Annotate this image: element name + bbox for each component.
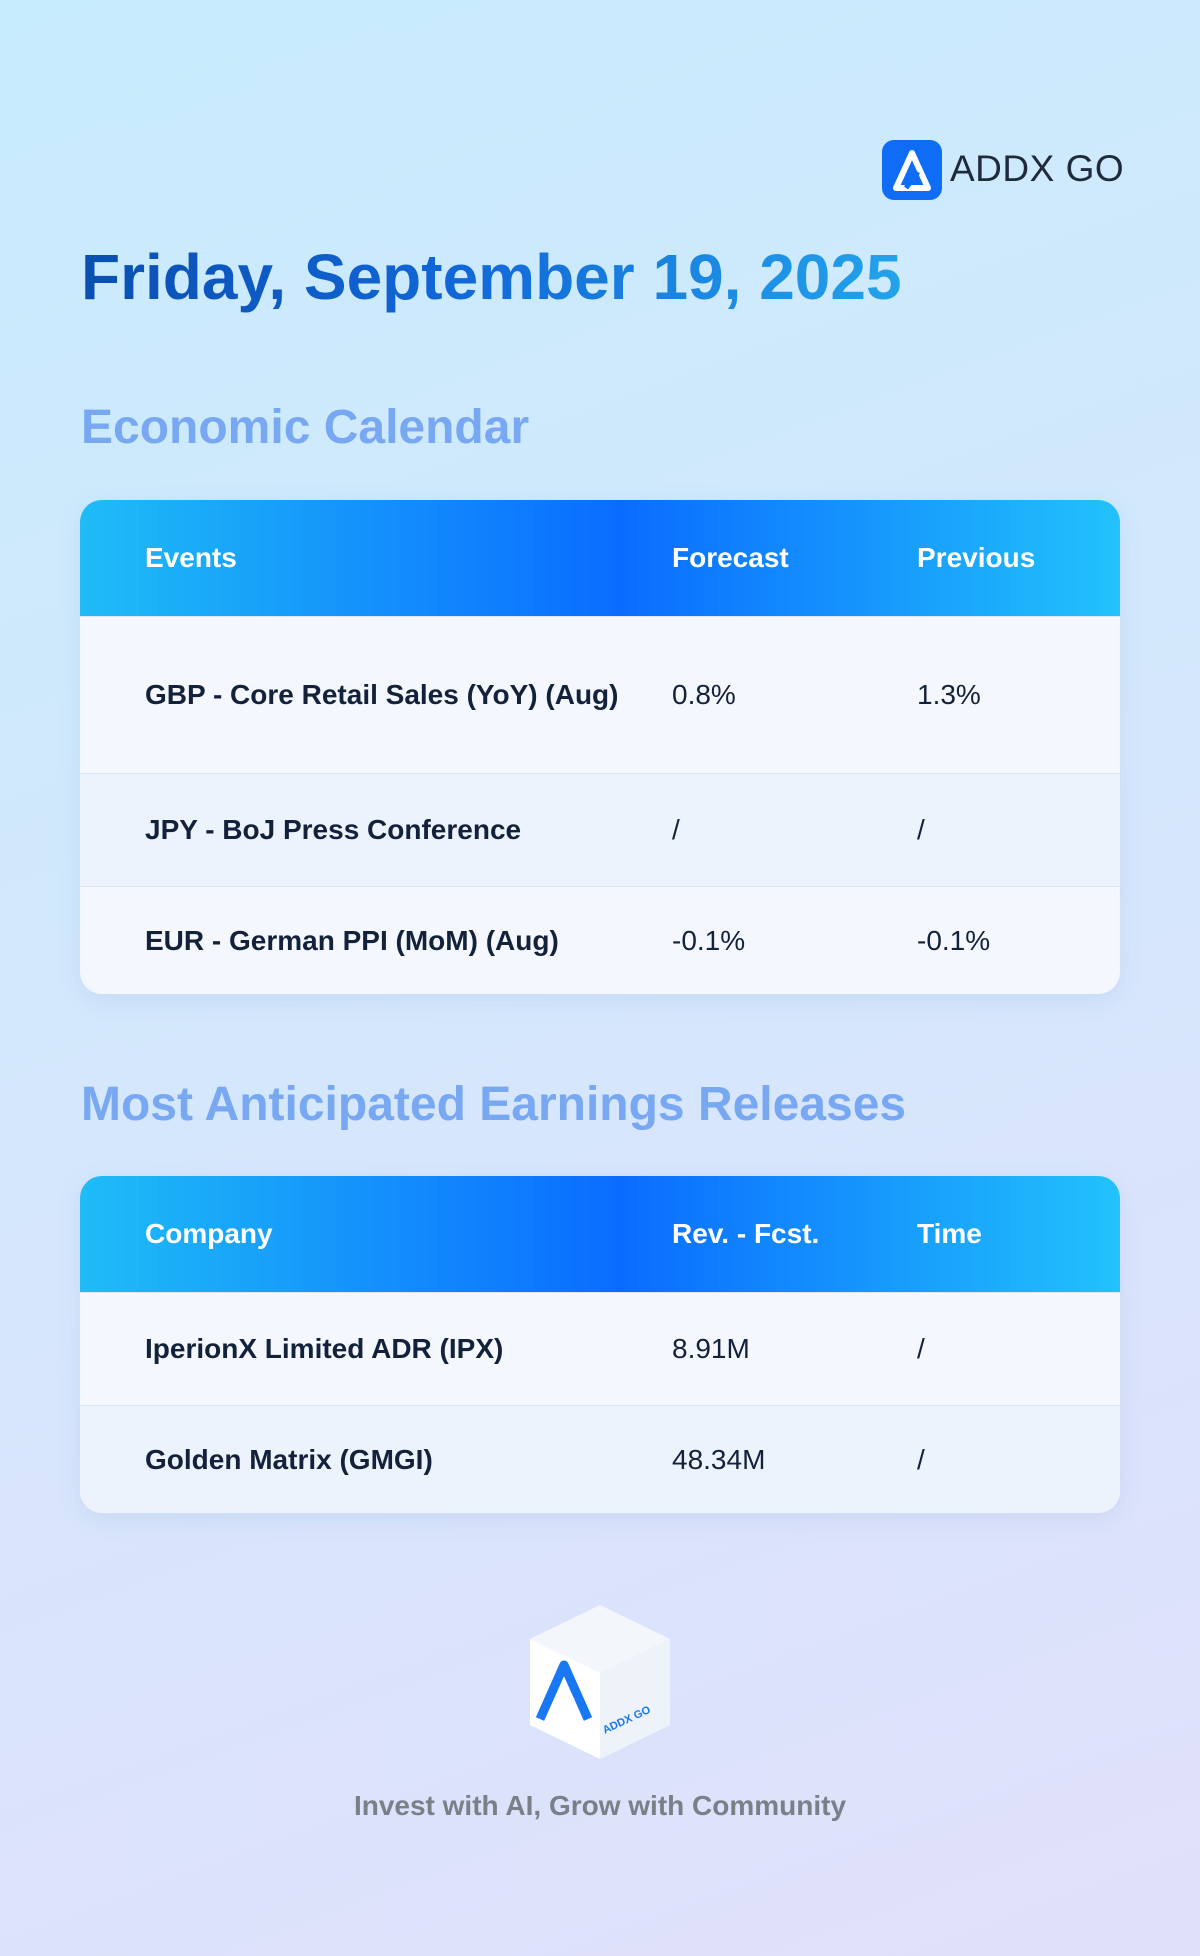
table-cell: JPY - BoJ Press Conference (145, 814, 522, 845)
date-title: Friday, September 19, 2025 (81, 241, 902, 313)
table-cell: EUR - German PPI (MoM) (Aug) (145, 924, 559, 956)
table-row: GBP - Core Retail Sales (YoY) (Aug) 0.8% 1… (80, 616, 1120, 773)
table-cell: 0.8% (672, 679, 736, 710)
cube-logo: ADDX GO (530, 1605, 670, 1759)
table-cell: GBP - Core Retail Sales (YoY) (Aug) (145, 679, 619, 710)
economic-table: Events Forecast Previous GBP - Core Retail … (80, 500, 1120, 994)
column-header: Previous (917, 542, 1036, 573)
table-row: EUR - German PPI (MoM) (Aug) -0.1% -0.1% (80, 886, 1120, 994)
table-row: JPY - BoJ Press Conference / / (80, 773, 1120, 886)
section-title: Economic Calendar (81, 401, 530, 454)
table-cell: 1.3% (917, 679, 981, 710)
column-header: Time (917, 1218, 982, 1249)
table-cell: / (917, 1333, 925, 1364)
table-cell: / (917, 1443, 925, 1475)
table-row: IperionX Limited ADR (IPX) 8.91M / (80, 1292, 1120, 1405)
table-cell: -0.1% (672, 924, 746, 956)
column-header: Forecast (672, 542, 789, 573)
table-cell: / (917, 814, 925, 845)
table-header: Events Forecast Previous (80, 500, 1120, 616)
table-cell: IperionX Limited ADR (IPX) (145, 1333, 504, 1364)
section-title: Most Anticipated Earnings Releases (81, 1078, 907, 1131)
table-cell: 8.91M (672, 1333, 750, 1364)
column-header: Rev. - Fcst. (672, 1218, 820, 1249)
column-header: Company (145, 1218, 273, 1249)
tagline: Invest with AI, Grow with Community (353, 1790, 847, 1821)
table-cell: -0.1% (917, 924, 991, 956)
table-cell: Golden Matrix (GMGI) (145, 1443, 433, 1475)
table-row: Golden Matrix (GMGI) 48.34M / (80, 1405, 1120, 1513)
table-cell: 48.34M (672, 1443, 766, 1475)
brand-name: ADDX GO (950, 148, 1125, 189)
column-header: Events (145, 542, 237, 573)
table-header: Company Rev. - Fcst. Time (80, 1176, 1120, 1292)
earnings-table: Company Rev. - Fcst. Time IperionX Limited … (80, 1176, 1120, 1513)
brand-icon (882, 140, 942, 200)
table-cell: / (672, 814, 680, 845)
